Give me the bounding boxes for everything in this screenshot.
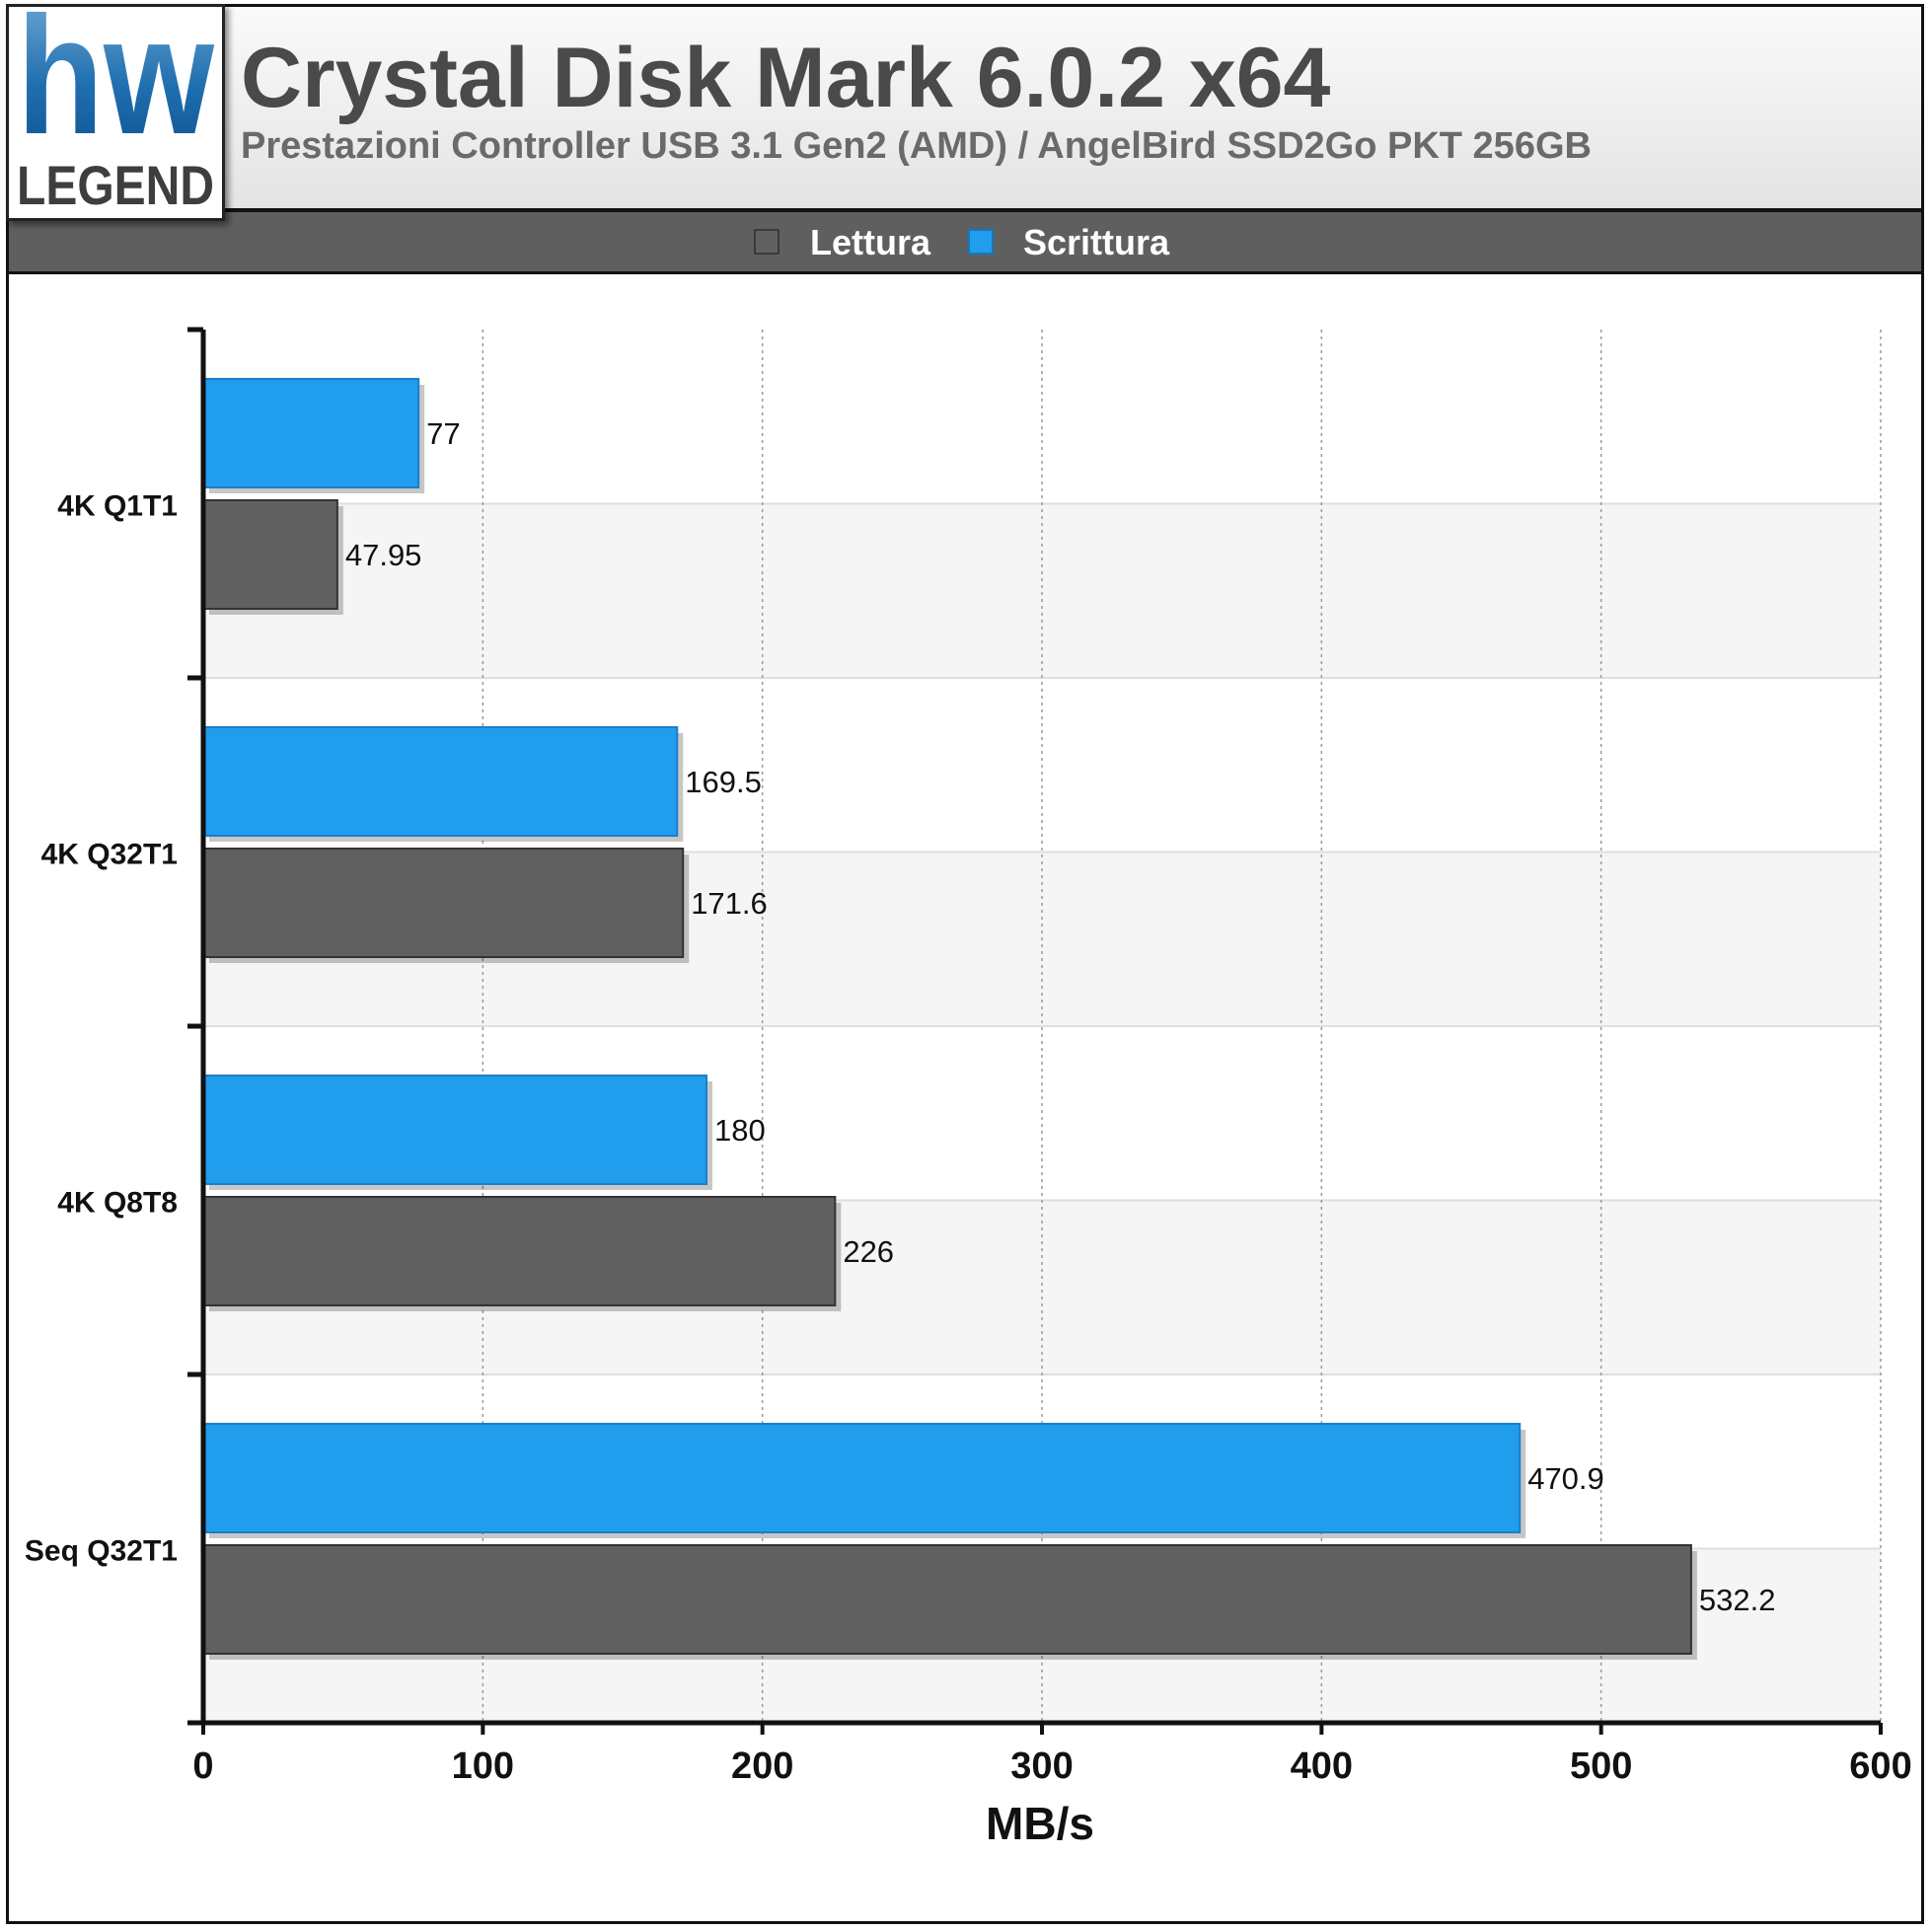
legend-swatch-lettura: [754, 229, 780, 255]
legend: Lettura Scrittura: [6, 209, 1924, 274]
bar-value-label: 77: [426, 416, 460, 451]
y-category-label: 4K Q32T1: [41, 839, 178, 871]
bar-lettura: [202, 499, 338, 610]
chart-header: [6, 4, 1924, 211]
legend-label-scrittura: Scrittura: [1023, 222, 1170, 262]
bar-value-label: 226: [843, 1234, 894, 1269]
bar-scrittura: [202, 1423, 1522, 1533]
x-tick-label: 0: [192, 1745, 213, 1787]
x-tick-label: 400: [1291, 1745, 1353, 1787]
x-tick-label: 600: [1849, 1745, 1911, 1787]
bar-value-label: 470.9: [1527, 1461, 1604, 1496]
bar-value-label: 532.2: [1699, 1583, 1776, 1617]
x-axis-label: MB/s: [986, 1798, 1094, 1849]
y-category-label: 4K Q1T1: [57, 490, 178, 523]
logo-bottom-text: LEGEND: [17, 154, 214, 216]
logo-top-text: hw: [17, 7, 215, 170]
hwlegend-logo: hw LEGEND: [6, 4, 225, 221]
legend-label-lettura: Lettura: [810, 222, 931, 262]
x-tick-label: 500: [1570, 1745, 1632, 1787]
bar-scrittura: [202, 726, 679, 837]
bar-lettura: [202, 1196, 837, 1306]
x-tick-label: 300: [1010, 1745, 1073, 1787]
bar-lettura: [202, 848, 685, 958]
bar-value-label: 171.6: [691, 886, 768, 921]
legend-swatch-scrittura: [968, 229, 994, 255]
bar-value-label: 180: [714, 1113, 766, 1148]
bar-scrittura: [202, 378, 420, 488]
bar-value-label: 169.5: [685, 765, 762, 799]
chart-title: Crystal Disk Mark 6.0.2 x64: [241, 31, 1331, 125]
x-tick-label: 100: [452, 1745, 514, 1787]
bar-scrittura: [202, 1075, 707, 1185]
chart-subtitle: Prestazioni Controller USB 3.1 Gen2 (AMD…: [241, 125, 1592, 167]
y-category-label: 4K Q8T8: [57, 1187, 178, 1220]
y-category-label: Seq Q32T1: [25, 1535, 178, 1568]
x-tick-label: 200: [731, 1745, 793, 1787]
bar-value-label: 47.95: [345, 538, 422, 572]
plot-band-alt: [203, 503, 1881, 678]
bar-lettura: [202, 1544, 1692, 1655]
